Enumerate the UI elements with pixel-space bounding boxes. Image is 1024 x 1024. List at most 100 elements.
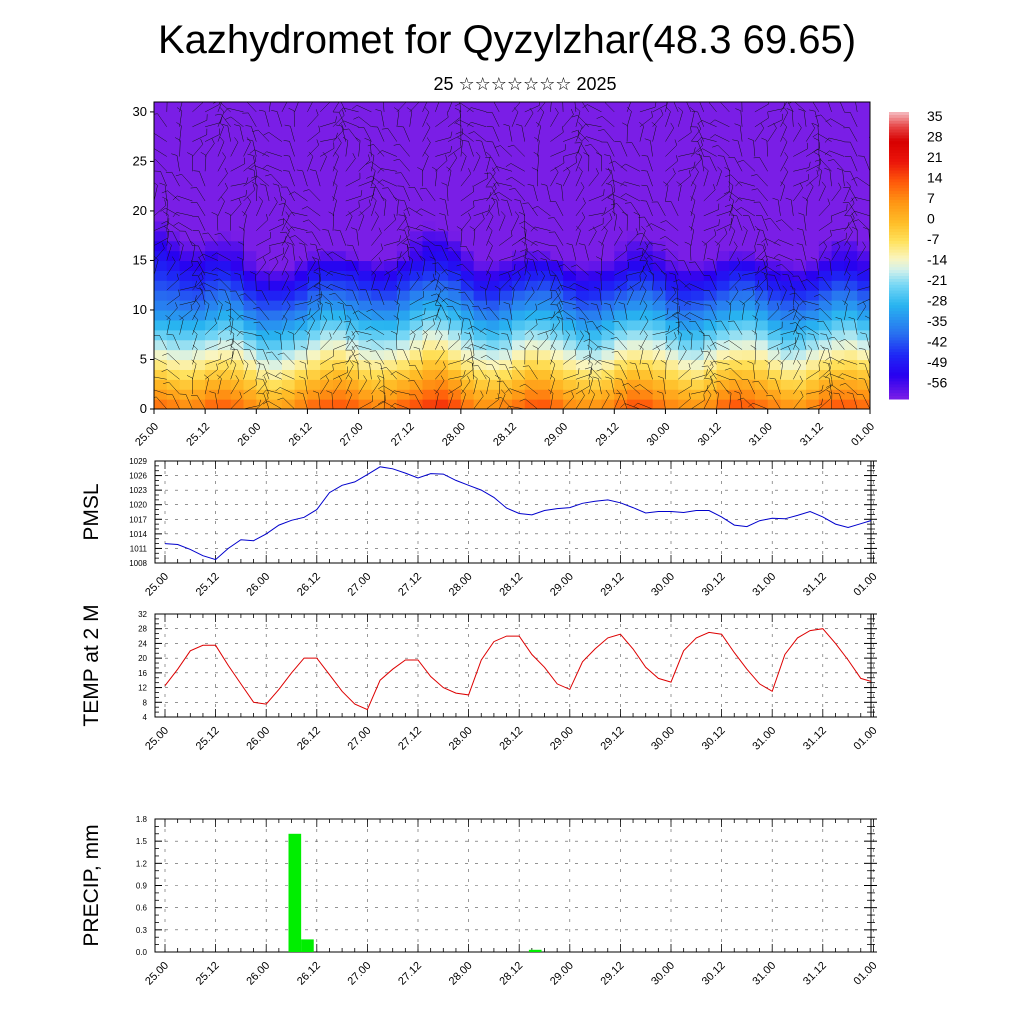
wind-barb-flag: [633, 212, 640, 216]
temperature-cell: [345, 250, 360, 262]
wind-barb-flag: [776, 302, 780, 309]
wind-barb: [395, 371, 410, 380]
wind-barb-flag: [817, 320, 824, 322]
temperature-cell: [588, 141, 603, 153]
wind-barb: [525, 398, 538, 409]
temperature-cell: [396, 102, 411, 113]
temperature-cell: [575, 111, 590, 123]
wind-barb: [396, 217, 407, 231]
wind-barb-flag: [575, 107, 581, 112]
wind-barb: [345, 336, 355, 350]
temperature-cell: [358, 280, 372, 291]
temperature-cell: [499, 210, 513, 222]
temperature-cell: [563, 280, 577, 291]
wind-barb: [550, 378, 556, 395]
temperature-cell: [780, 240, 794, 252]
temperature-cell: [780, 369, 794, 380]
wind-barb-flag: [530, 330, 534, 337]
temperature-cell: [691, 201, 705, 212]
wind-barb-flag: [241, 211, 247, 216]
wind-barb: [665, 363, 667, 380]
temperature-cell: [281, 339, 296, 351]
y-tick-label: 20: [138, 654, 147, 663]
wind-barb-flag: [479, 328, 485, 333]
wind-barb: [793, 349, 800, 365]
temperature-cell: [269, 399, 283, 409]
wind-barb: [348, 336, 359, 350]
temperature-cell: [435, 280, 449, 291]
wind-barb-flag: [403, 207, 409, 212]
wind-barb-flag: [797, 122, 802, 128]
temperature-cell: [575, 161, 590, 172]
temperature-cell: [460, 161, 475, 172]
temperature-cell: [358, 290, 372, 301]
temperature-cell: [345, 121, 360, 133]
temperature-cell: [396, 309, 411, 321]
temperature-cell: [844, 339, 858, 351]
temperature-cell: [396, 141, 411, 153]
temperature-cell: [166, 171, 181, 182]
temperature-cell: [844, 260, 858, 271]
temperature-cell: [627, 339, 641, 351]
temperature-cell: [703, 399, 718, 409]
wind-barb: [575, 356, 591, 365]
wind-barb: [778, 239, 794, 246]
wind-barb-flag: [406, 95, 408, 101]
wind-barb-flag: [312, 257, 319, 260]
wind-barb: [332, 321, 343, 335]
colorbar-label: -21: [927, 272, 947, 288]
x-tick-label: 30.12: [700, 960, 728, 988]
wind-barb-flag: [154, 182, 158, 186]
temperature-cell: [512, 280, 526, 291]
wind-barb: [267, 164, 282, 172]
temperature-cell: [512, 151, 526, 163]
wind-barb: [363, 127, 372, 142]
temperature-cell: [358, 230, 372, 242]
temperature-cell: [333, 161, 347, 172]
temperature-cell: [371, 329, 385, 341]
wind-barb-flag: [398, 214, 405, 216]
temperature-cell: [588, 260, 603, 271]
wind-barb: [575, 217, 586, 231]
wind-barb: [192, 292, 203, 306]
wind-barb: [562, 171, 571, 187]
temperature-cell: [422, 131, 436, 143]
wind-barb: [327, 230, 334, 246]
temperature-cell: [691, 181, 705, 192]
temperature-cell: [205, 369, 219, 380]
temperature-cell: [703, 141, 718, 153]
temperature-cell: [652, 280, 667, 291]
wind-barb: [831, 246, 841, 261]
temperature-cell: [754, 319, 769, 331]
temperature-cell: [703, 201, 718, 212]
wind-barb-flag: [690, 126, 692, 133]
wind-barb-flag: [710, 342, 716, 347]
wind-barb-flag: [757, 280, 760, 287]
temperature-cell: [473, 161, 488, 172]
temperature-cell: [742, 111, 756, 123]
wind-barb-flag: [577, 129, 579, 136]
wind-barb: [358, 180, 374, 187]
wind-barb-flag: [618, 226, 623, 232]
temperature-cell: [371, 260, 385, 271]
wind-barb: [509, 304, 513, 320]
temperature-cell: [409, 309, 424, 321]
temperature-cell: [780, 191, 794, 202]
temperature-cell: [550, 111, 564, 123]
wind-barb: [537, 155, 540, 172]
wind-barb: [550, 349, 556, 365]
wind-barb: [469, 333, 474, 350]
temperature-cell: [371, 300, 385, 311]
temperature-cell: [806, 399, 820, 409]
wind-barb: [197, 216, 206, 231]
wind-barb-flag: [767, 112, 769, 119]
temperature-cell: [844, 191, 858, 202]
wind-barb-flag: [251, 181, 258, 186]
wind-barb-flag: [335, 124, 342, 127]
wind-barb-flag: [747, 361, 754, 364]
wind-barb-flag: [191, 359, 197, 364]
wind-barb: [307, 280, 321, 291]
wind-barb: [869, 289, 870, 291]
temperature-cell: [729, 230, 743, 242]
wind-barb: [288, 171, 295, 187]
